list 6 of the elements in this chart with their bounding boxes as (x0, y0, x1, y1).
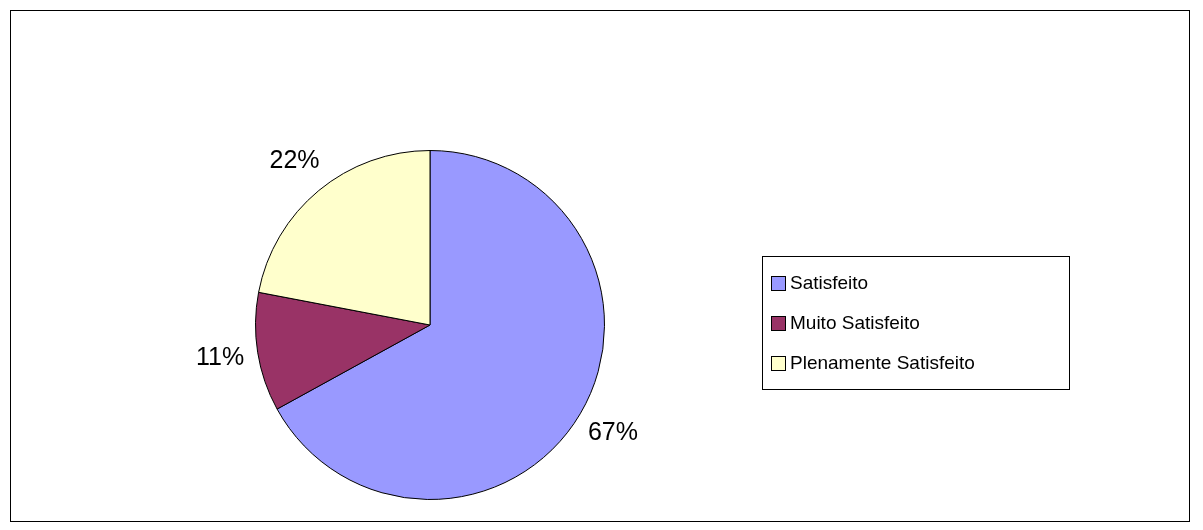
legend-label: Muito Satisfeito (790, 312, 920, 334)
data-label: 11% (196, 342, 245, 371)
legend-label: Plenamente Satisfeito (790, 352, 975, 374)
legend-label: Satisfeito (790, 272, 869, 294)
data-label: 67% (587, 417, 638, 446)
data-label: 22% (269, 145, 320, 174)
